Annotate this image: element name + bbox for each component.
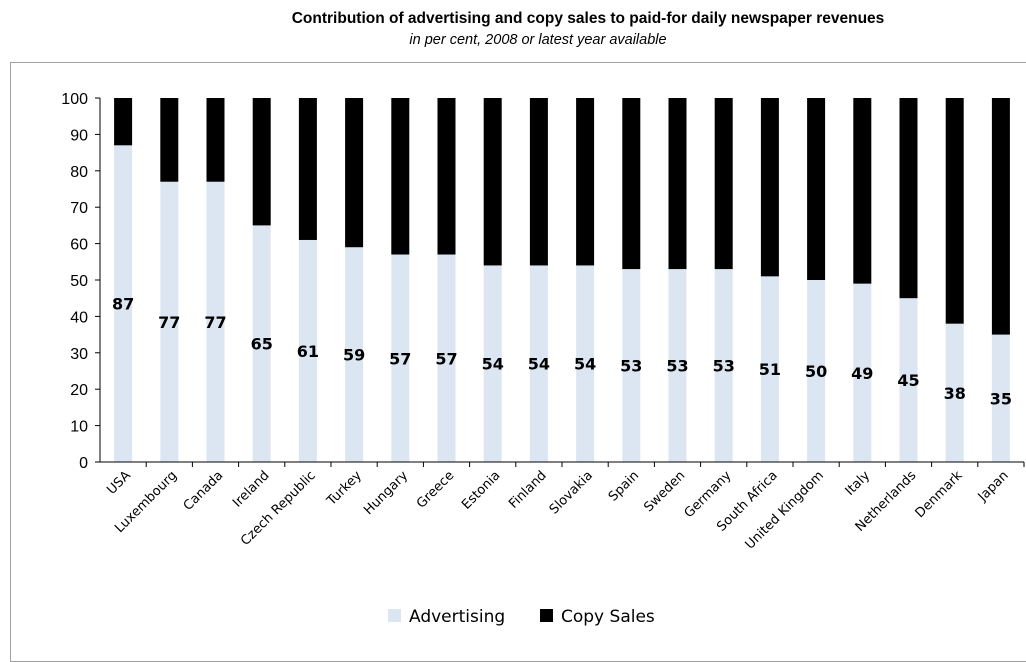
bars-layer — [114, 98, 1010, 462]
axes-layer: 0 10 20 30 40 50 60 70 80 90 100 — [61, 91, 1025, 472]
bar-copy-sales-7 — [437, 98, 456, 255]
category-label-9: Finland — [506, 468, 549, 511]
bar-copy-sales-19 — [991, 98, 1010, 335]
data-label-4: 61 — [297, 342, 319, 361]
y-tick-label-90: 90 — [70, 127, 88, 144]
data-label-10: 54 — [574, 355, 596, 374]
bar-copy-sales-2 — [206, 98, 225, 182]
bar-copy-sales-18 — [945, 98, 964, 324]
bar-advertising-12 — [668, 269, 687, 462]
data-label-2: 77 — [204, 313, 226, 332]
bar-advertising-2 — [206, 181, 225, 462]
bar-advertising-0 — [114, 145, 133, 462]
bar-copy-sales-0 — [114, 98, 133, 146]
category-label-19: Japan — [975, 468, 1012, 505]
bar-copy-sales-11 — [622, 98, 641, 270]
bar-copy-sales-6 — [391, 98, 410, 255]
data-label-17: 45 — [897, 371, 919, 390]
y-tick-label-30: 30 — [70, 346, 88, 363]
bar-advertising-10 — [576, 265, 595, 462]
bar-copy-sales-17 — [899, 98, 918, 299]
y-tick-label-40: 40 — [70, 309, 88, 326]
bar-copy-sales-10 — [576, 98, 595, 266]
legend: Advertising Copy Sales — [388, 607, 655, 627]
y-tick-label-70: 70 — [70, 200, 88, 217]
data-label-7: 57 — [435, 349, 457, 368]
category-label-12: Sweden — [641, 468, 688, 515]
y-tick-label-0: 0 — [79, 455, 88, 472]
bar-advertising-16 — [853, 283, 872, 462]
bar-advertising-7 — [437, 254, 456, 462]
bar-advertising-11 — [622, 269, 641, 462]
bar-advertising-14 — [760, 276, 779, 462]
bar-copy-sales-9 — [529, 98, 548, 266]
y-tick-label-10: 10 — [70, 419, 88, 436]
bar-advertising-13 — [714, 269, 733, 462]
bar-copy-sales-5 — [345, 98, 364, 248]
category-label-3: Ireland — [230, 468, 272, 510]
bar-copy-sales-15 — [807, 98, 826, 280]
bar-copy-sales-14 — [760, 98, 779, 277]
category-label-7: Greece — [414, 468, 457, 511]
bar-copy-sales-12 — [668, 98, 687, 270]
data-label-19: 35 — [990, 389, 1012, 408]
y-tick-label-20: 20 — [70, 382, 88, 399]
category-label-10: Slovakia — [547, 468, 596, 517]
data-label-18: 38 — [944, 384, 966, 403]
legend-swatch-advertising — [388, 609, 401, 622]
category-label-11: Spain — [606, 468, 642, 504]
category-label-6: Hungary — [361, 468, 411, 518]
bar-copy-sales-4 — [298, 98, 317, 240]
legend-label-advertising: Advertising — [409, 607, 505, 627]
category-label-0: USA — [104, 468, 134, 498]
category-label-18: Denmark — [913, 468, 966, 521]
bar-advertising-8 — [483, 265, 502, 462]
data-label-0: 87 — [112, 295, 134, 314]
y-tick-label-100: 100 — [61, 91, 88, 108]
y-tick-label-60: 60 — [70, 237, 88, 254]
bar-copy-sales-8 — [483, 98, 502, 266]
bar-advertising-4 — [298, 239, 317, 462]
y-tick-label-80: 80 — [70, 164, 88, 181]
category-label-2: Canada — [181, 468, 227, 514]
bar-advertising-9 — [529, 265, 548, 462]
legend-label-copy-sales: Copy Sales — [561, 607, 655, 627]
legend-swatch-copy-sales — [540, 609, 553, 622]
category-label-8: Estonia — [459, 468, 503, 512]
bar-copy-sales-3 — [252, 98, 271, 226]
bar-advertising-6 — [391, 254, 410, 462]
bar-advertising-5 — [345, 247, 364, 462]
data-label-6: 57 — [389, 349, 411, 368]
category-label-15: United Kingdom — [743, 468, 827, 552]
bar-advertising-1 — [160, 181, 179, 462]
category-label-5: Turkey — [324, 468, 365, 509]
data-label-15: 50 — [805, 362, 827, 381]
category-label-16: Italy — [843, 468, 874, 499]
bar-copy-sales-16 — [853, 98, 872, 284]
chart-title: Contribution of advertising and copy sal… — [291, 10, 885, 27]
data-label-9: 54 — [528, 355, 550, 374]
data-label-13: 53 — [713, 357, 735, 376]
bar-advertising-17 — [899, 298, 918, 462]
data-label-12: 53 — [666, 357, 688, 376]
bar-copy-sales-13 — [714, 98, 733, 270]
labels-layer: 87USA77Luxembourg77Canada65Ireland61Czec… — [104, 295, 1012, 553]
bar-copy-sales-1 — [160, 98, 179, 182]
data-label-11: 53 — [620, 357, 642, 376]
bar-advertising-15 — [807, 280, 826, 462]
data-label-8: 54 — [482, 355, 504, 374]
bar-advertising-3 — [252, 225, 271, 462]
bar-advertising-18 — [945, 323, 964, 462]
data-label-5: 59 — [343, 346, 365, 365]
chart-subtitle: in per cent, 2008 or latest year availab… — [409, 32, 667, 48]
data-label-1: 77 — [158, 313, 180, 332]
y-tick-label-50: 50 — [70, 273, 88, 290]
bar-advertising-19 — [991, 334, 1010, 462]
data-label-3: 65 — [251, 335, 273, 354]
data-label-14: 51 — [759, 360, 781, 379]
data-label-16: 49 — [851, 364, 873, 383]
